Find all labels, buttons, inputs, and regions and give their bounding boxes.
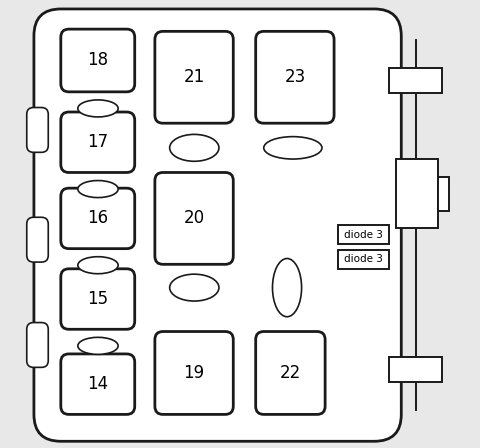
FancyBboxPatch shape bbox=[27, 323, 48, 367]
Bar bbox=[389, 358, 443, 382]
Text: 20: 20 bbox=[183, 209, 204, 228]
Ellipse shape bbox=[169, 274, 219, 301]
Text: 17: 17 bbox=[87, 133, 108, 151]
Text: diode 3: diode 3 bbox=[344, 254, 383, 264]
Bar bbox=[396, 159, 438, 228]
Ellipse shape bbox=[78, 100, 118, 117]
Ellipse shape bbox=[78, 181, 118, 198]
Text: 21: 21 bbox=[183, 68, 204, 86]
FancyBboxPatch shape bbox=[61, 29, 135, 92]
FancyBboxPatch shape bbox=[256, 31, 334, 123]
FancyBboxPatch shape bbox=[61, 112, 135, 172]
Text: diode 3: diode 3 bbox=[344, 230, 383, 240]
FancyBboxPatch shape bbox=[61, 188, 135, 249]
FancyBboxPatch shape bbox=[27, 217, 48, 262]
FancyBboxPatch shape bbox=[34, 9, 401, 441]
Text: 22: 22 bbox=[280, 364, 301, 382]
Text: 18: 18 bbox=[87, 52, 108, 69]
Ellipse shape bbox=[78, 257, 118, 274]
Bar bbox=[389, 69, 443, 93]
Text: 14: 14 bbox=[87, 375, 108, 393]
Bar bbox=[438, 177, 449, 211]
Ellipse shape bbox=[264, 137, 322, 159]
FancyBboxPatch shape bbox=[61, 269, 135, 329]
FancyBboxPatch shape bbox=[256, 332, 325, 414]
Text: 19: 19 bbox=[183, 364, 204, 382]
FancyBboxPatch shape bbox=[61, 354, 135, 414]
Ellipse shape bbox=[169, 134, 219, 161]
Text: 16: 16 bbox=[87, 209, 108, 228]
Ellipse shape bbox=[78, 337, 118, 354]
FancyBboxPatch shape bbox=[155, 172, 233, 264]
Text: 15: 15 bbox=[87, 290, 108, 308]
FancyBboxPatch shape bbox=[155, 332, 233, 414]
Text: 23: 23 bbox=[284, 68, 305, 86]
Bar bbox=[337, 250, 389, 269]
Bar bbox=[337, 225, 389, 244]
FancyBboxPatch shape bbox=[155, 31, 233, 123]
Ellipse shape bbox=[273, 258, 301, 317]
FancyBboxPatch shape bbox=[27, 108, 48, 152]
